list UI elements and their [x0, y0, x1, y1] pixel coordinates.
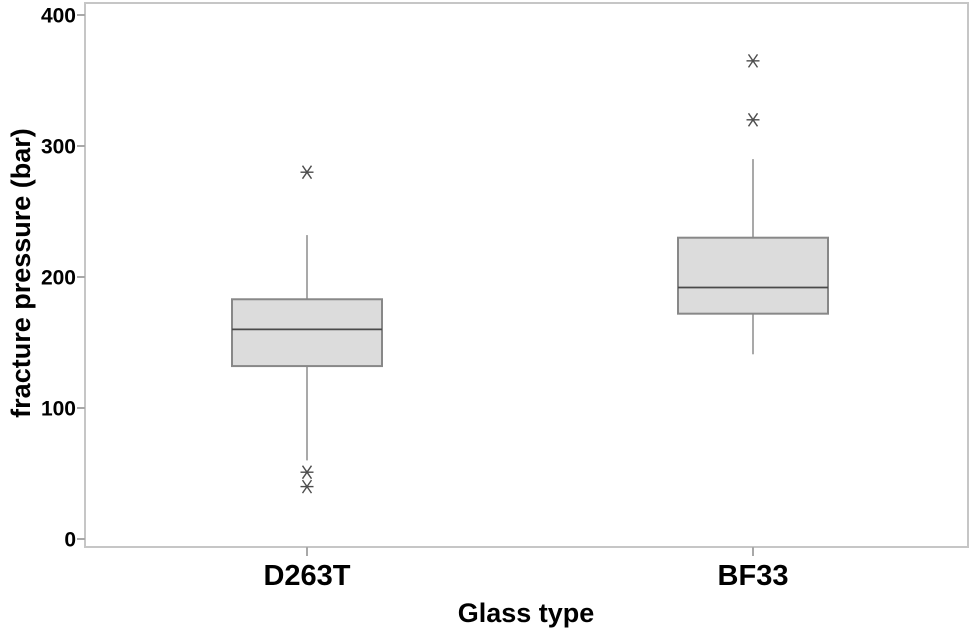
y-tick-label: 0	[64, 529, 76, 552]
outlier-asterisk	[746, 112, 760, 127]
asterisk-stroke	[301, 465, 313, 480]
y-tick-label: 300	[41, 136, 76, 159]
iqr-box	[231, 298, 383, 368]
y-tick-label: 100	[41, 398, 76, 421]
outlier-asterisk	[300, 165, 314, 180]
asterisk-stroke	[747, 53, 759, 68]
x-axis-title: Glass type	[457, 598, 595, 628]
plot-frame	[84, 2, 969, 548]
x-category-label: BF33	[718, 560, 789, 592]
asterisk-stroke	[301, 165, 313, 180]
outlier-asterisk	[300, 479, 314, 494]
outlier-asterisk	[746, 53, 760, 68]
x-category-label: D263T	[263, 560, 350, 592]
outlier-asterisk	[300, 465, 314, 480]
y-axis-title: fracture pressure (bar)	[6, 128, 36, 418]
asterisk-stroke	[301, 479, 313, 494]
y-tick-label: 400	[41, 5, 76, 28]
iqr-box	[677, 236, 829, 315]
asterisk-stroke	[747, 112, 759, 127]
y-tick-label: 200	[41, 267, 76, 290]
